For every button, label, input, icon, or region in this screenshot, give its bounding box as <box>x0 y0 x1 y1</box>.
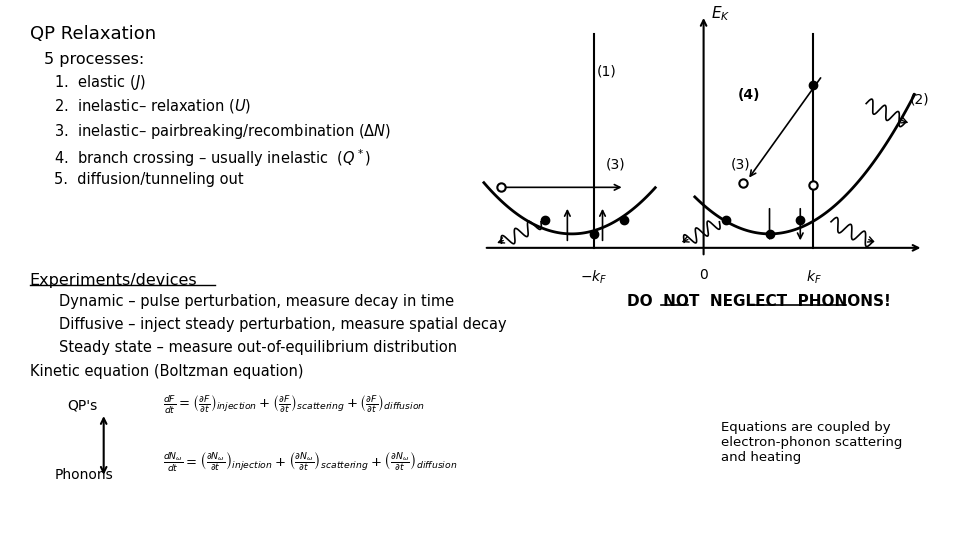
Text: DO  NOT  NEGLECT  PHONONS!: DO NOT NEGLECT PHONONS! <box>627 294 891 309</box>
Text: 2.  inelastic– relaxation $(U)$: 2. inelastic– relaxation $(U)$ <box>55 97 252 116</box>
Text: (3): (3) <box>731 158 751 172</box>
Text: 3.  inelastic– pairbreaking/recombination $(ΔN)$: 3. inelastic– pairbreaking/recombination… <box>55 122 392 141</box>
Text: Steady state – measure out-of-equilibrium distribution: Steady state – measure out-of-equilibriu… <box>60 340 457 355</box>
Text: 0: 0 <box>699 268 708 282</box>
Text: Dynamic – pulse perturbation, measure decay in time: Dynamic – pulse perturbation, measure de… <box>60 294 454 309</box>
Text: (1): (1) <box>597 65 616 79</box>
Text: $-k_F$: $-k_F$ <box>580 268 608 286</box>
Text: (4): (4) <box>738 88 760 102</box>
Text: Kinetic equation (Boltzman equation): Kinetic equation (Boltzman equation) <box>30 364 303 379</box>
Text: $k_F$: $k_F$ <box>805 268 822 286</box>
Text: Diffusive – inject steady perturbation, measure spatial decay: Diffusive – inject steady perturbation, … <box>60 317 507 332</box>
Text: Equations are coupled by
electron-phonon scattering
and heating: Equations are coupled by electron-phonon… <box>721 421 902 464</box>
Text: $E_K$: $E_K$ <box>710 4 730 23</box>
Text: 1.  elastic $(J)$: 1. elastic $(J)$ <box>55 72 146 92</box>
Text: Phonons: Phonons <box>55 468 113 482</box>
Text: (3): (3) <box>606 158 626 172</box>
Text: 4.  branch crossing – usually inelastic  $(Q^*)$: 4. branch crossing – usually inelastic $… <box>55 147 372 168</box>
Text: (2): (2) <box>910 92 929 106</box>
Text: QP's: QP's <box>67 399 97 413</box>
Text: $\frac{dN_{\omega}}{dt} = \left(\frac{\partial N_{\omega}}{\partial t}\right)_{i: $\frac{dN_{\omega}}{dt} = \left(\frac{\p… <box>163 451 457 475</box>
Text: 5 processes:: 5 processes: <box>44 52 145 67</box>
Text: 5.  diffusion/tunneling out: 5. diffusion/tunneling out <box>55 172 244 187</box>
Text: QP Relaxation: QP Relaxation <box>30 25 156 43</box>
Text: $\frac{dF}{dt} = \left(\frac{\partial F}{\partial t}\right)_{injection} + \left(: $\frac{dF}{dt} = \left(\frac{\partial F}… <box>163 394 425 416</box>
Text: Experiments/devices: Experiments/devices <box>30 273 197 288</box>
